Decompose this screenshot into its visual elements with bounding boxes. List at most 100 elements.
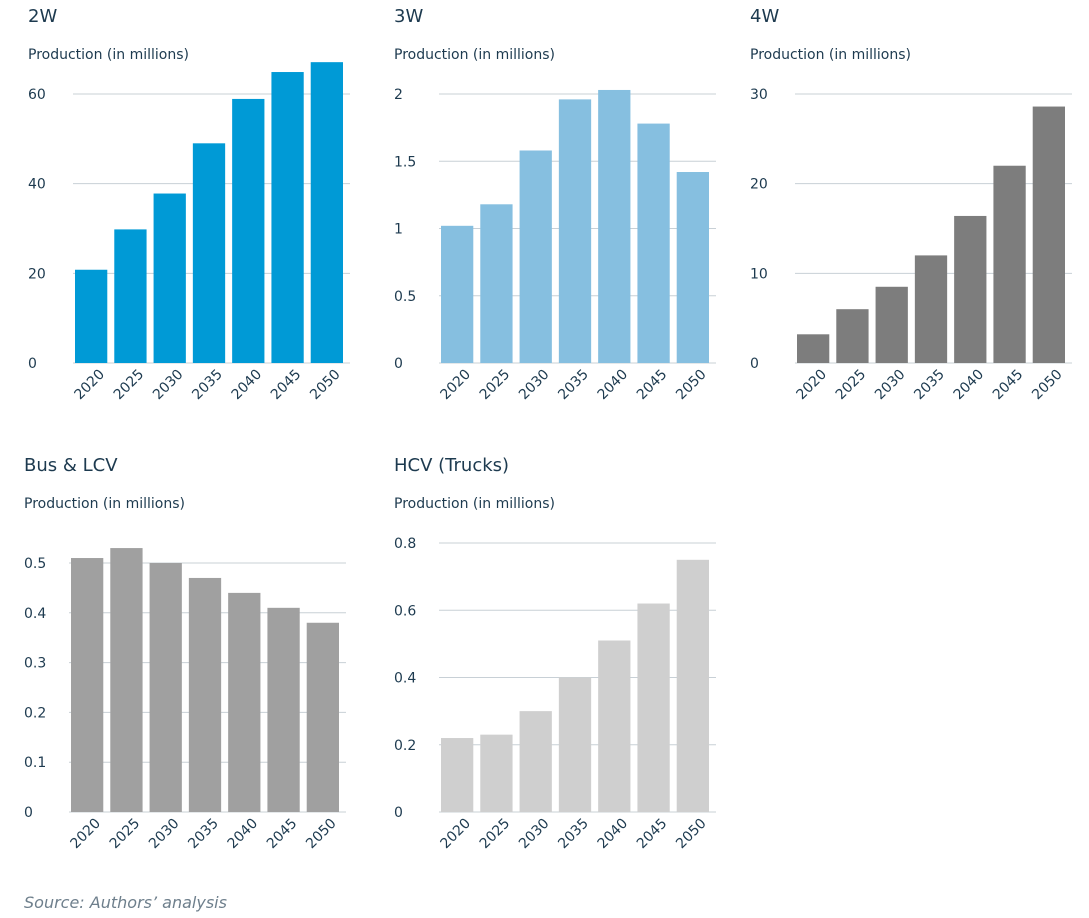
x-tick-label: 2025	[477, 367, 514, 404]
x-tick-label: 2040	[595, 816, 632, 853]
bar-2040	[598, 89, 631, 363]
bar-2025	[480, 204, 513, 363]
y-tick-label: 0.8	[394, 536, 416, 552]
y-tick-label: 0.2	[24, 705, 46, 721]
chart-title: 3W	[394, 6, 424, 27]
x-tick-label: 2035	[189, 367, 226, 404]
y-tick-label: 0.4	[24, 606, 46, 622]
x-tick-label: 2045	[634, 367, 671, 404]
bar-2040	[228, 592, 261, 812]
bar-2045	[637, 603, 670, 812]
x-tick-label: 2035	[555, 367, 592, 404]
x-tick-label: 2040	[595, 367, 632, 404]
x-tick-label: 2035	[185, 816, 222, 853]
chart-plot: 0 0.5 1 1.5 2 2020 2025 2030 2035 2040 2045 2050	[394, 87, 716, 404]
bar-2030	[875, 286, 908, 363]
x-tick-label: 2020	[437, 816, 474, 853]
bar-2045	[267, 607, 300, 812]
y-tick-label: 0	[24, 805, 33, 821]
bar-2025	[480, 734, 513, 812]
bar-2035	[188, 577, 222, 812]
y-tick-label: 0.2	[394, 738, 416, 754]
x-tick-label: 2045	[634, 816, 671, 853]
x-tick-label: 2050	[303, 816, 340, 853]
y-tick-label: 0.3	[24, 656, 46, 672]
x-tick-label: 2025	[833, 367, 870, 404]
bar-2045	[637, 123, 670, 363]
bar-2035	[192, 143, 226, 363]
x-tick-label: 2030	[516, 367, 553, 404]
bar-2050	[306, 622, 339, 812]
bar-2020	[441, 738, 474, 812]
bar-2045	[993, 165, 1026, 363]
y-tick-label: 30	[750, 87, 768, 103]
x-tick-label: 2030	[872, 367, 909, 404]
x-tick-label: 2025	[111, 367, 148, 404]
chart-3w: 3W Production (in millions) 0 0.5 1 1.5 2 202…	[394, 6, 754, 436]
chart-2w: 2W Production (in millions) 0 20 40 60 2020 2…	[28, 6, 388, 436]
bar-2020	[441, 225, 474, 363]
bar-2035	[558, 677, 592, 812]
chart-title: Bus & LCV	[24, 455, 118, 476]
y-tick-label: 0.5	[24, 556, 46, 572]
x-tick-label: 2050	[673, 367, 710, 404]
x-tick-label: 2030	[516, 816, 553, 853]
bar-2040	[954, 215, 987, 363]
x-tick-label: 2035	[555, 816, 592, 853]
y-axis-label: Production (in millions)	[24, 496, 185, 512]
x-tick-label: 2045	[264, 816, 301, 853]
y-axis-label: Production (in millions)	[394, 496, 555, 512]
x-tick-label: 2035	[911, 367, 948, 404]
x-tick-label: 2045	[990, 367, 1027, 404]
bar-2025	[114, 229, 147, 363]
bar-2050	[310, 62, 343, 363]
bar-2035	[914, 255, 948, 363]
chart-title: 4W	[750, 6, 780, 27]
y-tick-label: 0	[750, 356, 759, 372]
bar-2035	[558, 99, 592, 363]
x-tick-label: 2040	[225, 816, 262, 853]
bar-2040	[232, 98, 265, 363]
bar-2050	[676, 559, 709, 812]
bar-2045	[271, 72, 304, 363]
bar-2025	[836, 309, 869, 363]
bar-2020	[71, 558, 104, 812]
x-tick-label: 2040	[951, 367, 988, 404]
y-tick-label: 0	[394, 805, 403, 821]
x-tick-label: 2020	[437, 367, 474, 404]
x-tick-label: 2040	[229, 367, 266, 404]
chart-title: 2W	[28, 6, 58, 27]
y-tick-label: 2	[394, 87, 403, 103]
bar-2030	[519, 150, 552, 363]
y-axis-label: Production (in millions)	[750, 47, 911, 63]
x-tick-label: 2050	[1029, 367, 1066, 404]
y-tick-label: 0.6	[394, 603, 416, 619]
y-tick-label: 10	[750, 266, 768, 282]
chart-4w: 4W Production (in millions) 0 10 20 30 2020 2…	[750, 6, 1089, 436]
y-tick-label: 0	[394, 356, 403, 372]
bar-2020	[75, 269, 108, 363]
x-tick-label: 2025	[107, 816, 144, 853]
y-axis-label: Production (in millions)	[394, 47, 555, 63]
x-tick-label: 2025	[477, 816, 514, 853]
y-axis-label: Production (in millions)	[28, 47, 189, 63]
x-tick-label: 2030	[146, 816, 183, 853]
bar-2030	[149, 563, 182, 812]
x-tick-label: 2030	[150, 367, 187, 404]
y-tick-label: 1.5	[394, 154, 416, 170]
y-tick-label: 60	[28, 87, 46, 103]
x-tick-label: 2020	[793, 367, 830, 404]
bar-2020	[797, 334, 830, 363]
y-tick-label: 0.1	[24, 755, 46, 771]
x-tick-label: 2050	[673, 816, 710, 853]
y-tick-label: 0.5	[394, 289, 416, 305]
bar-2030	[153, 193, 186, 363]
bar-2040	[598, 640, 631, 812]
y-tick-label: 0.4	[394, 671, 416, 687]
y-tick-label: 20	[750, 177, 768, 193]
bar-2050	[676, 172, 709, 363]
x-tick-label: 2020	[67, 816, 104, 853]
y-tick-label: 20	[28, 266, 46, 282]
